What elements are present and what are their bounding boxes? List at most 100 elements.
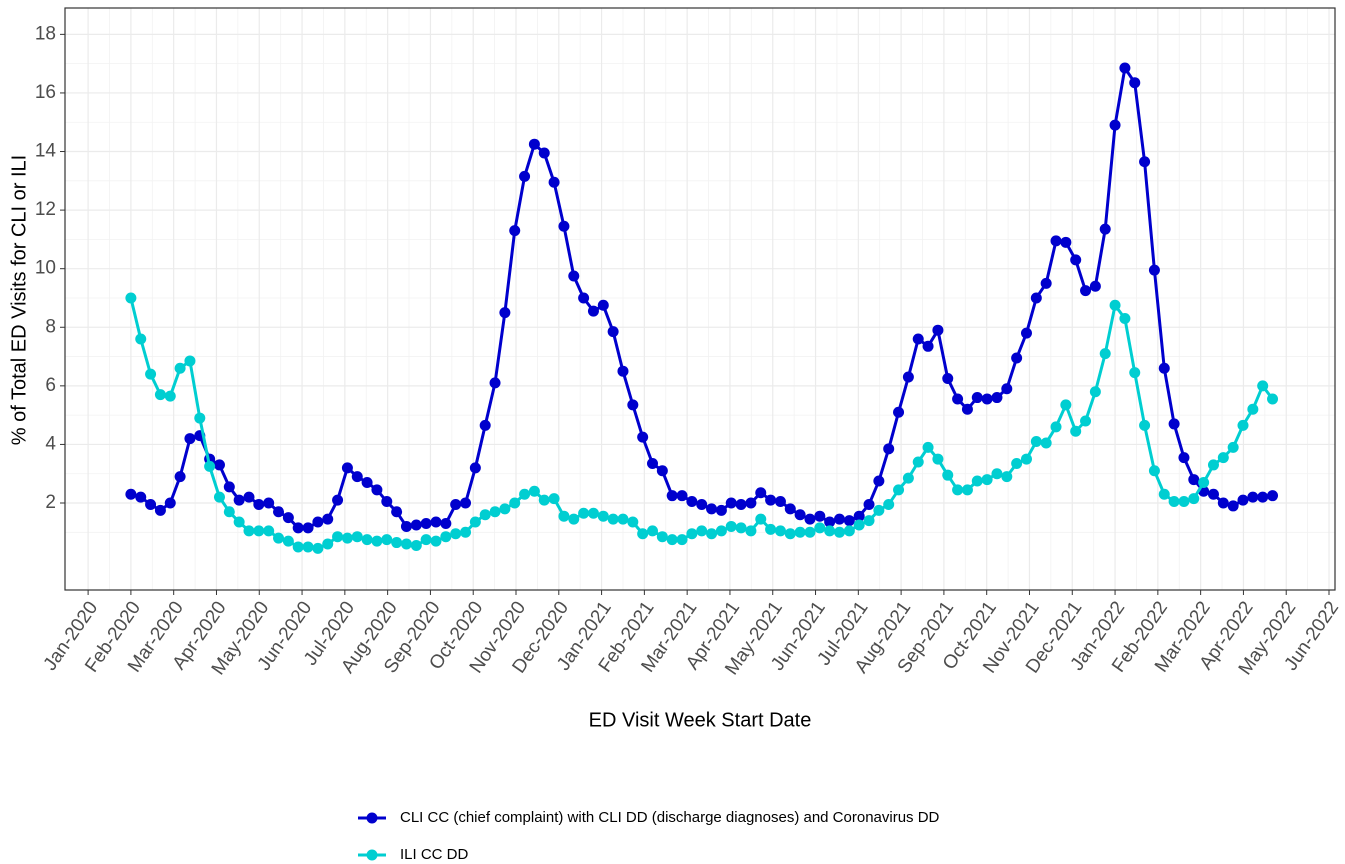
y-tick-label: 6: [45, 375, 56, 396]
data-point: [174, 471, 186, 483]
data-point: [745, 525, 757, 537]
data-point: [1089, 280, 1101, 292]
data-point: [617, 365, 629, 377]
data-point: [528, 138, 540, 150]
data-point: [843, 525, 855, 537]
data-point: [154, 504, 166, 516]
data-point: [568, 270, 580, 282]
data-point: [341, 462, 353, 474]
data-point: [1188, 493, 1200, 505]
data-point: [1247, 491, 1259, 503]
data-point: [194, 412, 206, 424]
data-point: [273, 506, 285, 518]
data-point: [706, 528, 718, 540]
data-point: [706, 503, 718, 515]
data-point: [843, 515, 855, 527]
data-point: [1247, 403, 1259, 415]
data-point: [391, 506, 403, 518]
data-point: [1089, 386, 1101, 398]
data-point: [735, 522, 747, 534]
data-point: [725, 520, 737, 532]
data-point: [381, 496, 393, 508]
data-point: [332, 531, 344, 543]
data-point: [607, 326, 619, 338]
data-point: [400, 538, 412, 550]
y-tick-label: 2: [45, 492, 56, 513]
data-point: [1178, 496, 1190, 508]
data-point: [420, 518, 432, 530]
data-point: [1119, 62, 1131, 74]
data-point: [1217, 497, 1229, 509]
data-point: [804, 526, 816, 538]
data-point: [873, 504, 885, 516]
data-point: [1237, 419, 1249, 431]
data-point: [1129, 77, 1141, 89]
data-point: [233, 516, 245, 528]
data-point: [853, 519, 865, 531]
data-point: [233, 494, 245, 506]
data-point: [125, 488, 137, 500]
data-point: [391, 537, 403, 549]
data-point: [804, 513, 816, 525]
data-point: [410, 539, 422, 551]
data-point: [902, 472, 914, 484]
data-point: [302, 522, 314, 534]
data-point: [686, 496, 698, 508]
data-point: [587, 507, 599, 519]
data-point: [765, 494, 777, 506]
data-point: [1257, 491, 1269, 503]
data-point: [637, 528, 649, 540]
data-point: [912, 456, 924, 468]
data-point: [420, 534, 432, 546]
data-point: [332, 494, 344, 506]
data-point: [184, 433, 196, 445]
legend-marker: [366, 849, 378, 861]
data-point: [1227, 441, 1239, 453]
data-point: [361, 534, 373, 546]
data-point: [961, 403, 973, 415]
data-point: [833, 526, 845, 538]
data-point: [1060, 399, 1072, 411]
data-point: [460, 526, 472, 538]
data-point: [961, 484, 973, 496]
data-point: [213, 459, 225, 471]
data-point: [1050, 235, 1062, 247]
data-point: [1070, 254, 1082, 266]
data-point: [607, 513, 619, 525]
data-point: [971, 392, 983, 404]
data-point: [548, 493, 560, 505]
data-point: [322, 538, 334, 550]
data-point: [942, 469, 954, 481]
data-point: [922, 441, 934, 453]
data-point: [981, 474, 993, 486]
data-point: [1060, 236, 1072, 248]
data-point: [145, 368, 157, 380]
data-point: [784, 503, 796, 515]
data-point: [696, 498, 708, 510]
data-point: [824, 525, 836, 537]
y-tick-label: 18: [35, 23, 56, 44]
data-point: [450, 498, 462, 510]
data-point: [273, 532, 285, 544]
data-point: [1080, 285, 1092, 297]
data-point: [893, 406, 905, 418]
data-point: [676, 490, 688, 502]
data-point: [873, 475, 885, 487]
data-point: [1168, 418, 1180, 430]
data-point: [263, 497, 275, 509]
data-point: [1139, 156, 1151, 168]
data-point: [1237, 494, 1249, 506]
data-point: [145, 498, 157, 510]
data-point: [715, 525, 727, 537]
data-point: [676, 534, 688, 546]
data-point: [715, 504, 727, 516]
y-axis-title: % of Total ED Visits for CLI or ILI: [8, 155, 30, 446]
data-point: [942, 373, 954, 385]
data-point: [774, 496, 786, 508]
data-point: [1109, 119, 1121, 131]
data-point: [725, 497, 737, 509]
data-point: [400, 520, 412, 532]
data-point: [735, 498, 747, 510]
data-point: [952, 393, 964, 405]
data-point: [509, 497, 521, 509]
